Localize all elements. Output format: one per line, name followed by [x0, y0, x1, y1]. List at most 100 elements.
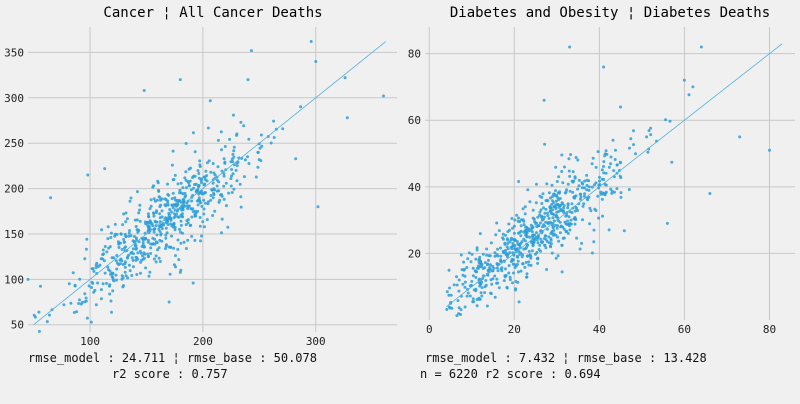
data-point — [90, 286, 93, 289]
data-point — [281, 127, 285, 131]
data-point — [211, 196, 215, 200]
data-point — [135, 273, 139, 276]
data-point — [151, 242, 155, 246]
data-point — [105, 250, 109, 254]
data-point — [87, 284, 91, 288]
data-point — [193, 214, 197, 218]
data-point — [619, 195, 623, 199]
data-point — [71, 271, 75, 275]
data-point — [159, 203, 163, 207]
data-point — [570, 179, 574, 183]
data-point — [39, 284, 42, 288]
data-point — [37, 310, 41, 314]
data-point — [543, 142, 547, 146]
data-point — [157, 256, 161, 260]
data-point — [592, 240, 596, 244]
data-point — [48, 313, 51, 317]
data-point — [497, 286, 501, 290]
data-point — [590, 162, 594, 166]
data-point — [518, 253, 522, 256]
data-point — [609, 187, 613, 191]
data-point — [670, 160, 674, 164]
data-point — [515, 262, 519, 266]
data-point — [546, 211, 549, 215]
data-point — [480, 294, 484, 298]
data-point — [471, 266, 475, 270]
data-point — [522, 223, 526, 227]
data-point — [91, 281, 95, 285]
data-point — [142, 256, 146, 260]
data-point — [579, 192, 583, 196]
data-point — [557, 219, 560, 223]
data-point — [176, 238, 180, 242]
data-point — [75, 310, 79, 314]
data-point — [596, 194, 600, 198]
data-point — [589, 209, 593, 213]
data-point — [232, 187, 236, 191]
data-point — [519, 229, 523, 233]
data-point — [156, 248, 159, 252]
data-point — [146, 223, 150, 227]
data-point — [173, 228, 177, 232]
y-tick-label: 350 — [4, 46, 24, 59]
data-point — [699, 45, 703, 49]
y-tick-label: 80 — [408, 48, 421, 61]
data-point — [463, 305, 467, 309]
data-point — [619, 105, 622, 109]
data-point — [530, 230, 534, 234]
data-point — [133, 218, 137, 222]
data-point — [164, 236, 168, 240]
data-point — [213, 173, 217, 177]
data-point — [495, 221, 499, 225]
data-point — [547, 222, 551, 225]
data-point — [538, 243, 542, 247]
data-point — [154, 254, 158, 258]
data-point — [455, 275, 458, 279]
data-point — [547, 241, 551, 245]
data-point — [191, 281, 195, 285]
data-point — [538, 213, 542, 217]
data-point — [560, 153, 564, 157]
data-point — [188, 224, 192, 227]
data-point — [448, 286, 452, 290]
data-point — [471, 297, 475, 301]
data-point — [238, 182, 242, 186]
data-point — [547, 217, 551, 220]
data-point — [110, 275, 114, 279]
data-points — [445, 45, 771, 318]
data-point — [187, 167, 191, 171]
data-point — [500, 266, 504, 270]
data-point — [197, 172, 201, 175]
data-point — [474, 276, 478, 279]
data-point — [571, 190, 575, 194]
data-point — [609, 155, 613, 159]
data-point — [484, 279, 488, 282]
data-point — [475, 246, 479, 250]
data-point — [157, 224, 161, 228]
data-point — [513, 266, 517, 269]
data-point — [601, 192, 605, 196]
data-point — [247, 162, 251, 165]
data-point — [179, 219, 183, 223]
data-point — [198, 216, 202, 219]
data-points — [26, 40, 385, 333]
data-point — [229, 184, 233, 188]
data-point — [99, 297, 103, 301]
data-point — [552, 192, 556, 196]
data-point — [73, 283, 77, 287]
y-tick-label: 50 — [11, 319, 24, 332]
data-point — [491, 277, 495, 281]
tick-labels: 0 20 40 60 80 20 40 60 80 — [408, 48, 776, 336]
data-point — [216, 165, 220, 169]
data-point — [531, 208, 535, 212]
data-point — [122, 238, 126, 241]
data-point — [168, 208, 172, 211]
data-point — [517, 300, 521, 304]
data-point — [576, 187, 580, 191]
data-point — [485, 304, 489, 308]
data-point — [600, 177, 604, 181]
data-point — [479, 291, 483, 295]
data-point — [571, 206, 575, 210]
data-point — [585, 188, 589, 192]
data-point — [614, 148, 617, 152]
